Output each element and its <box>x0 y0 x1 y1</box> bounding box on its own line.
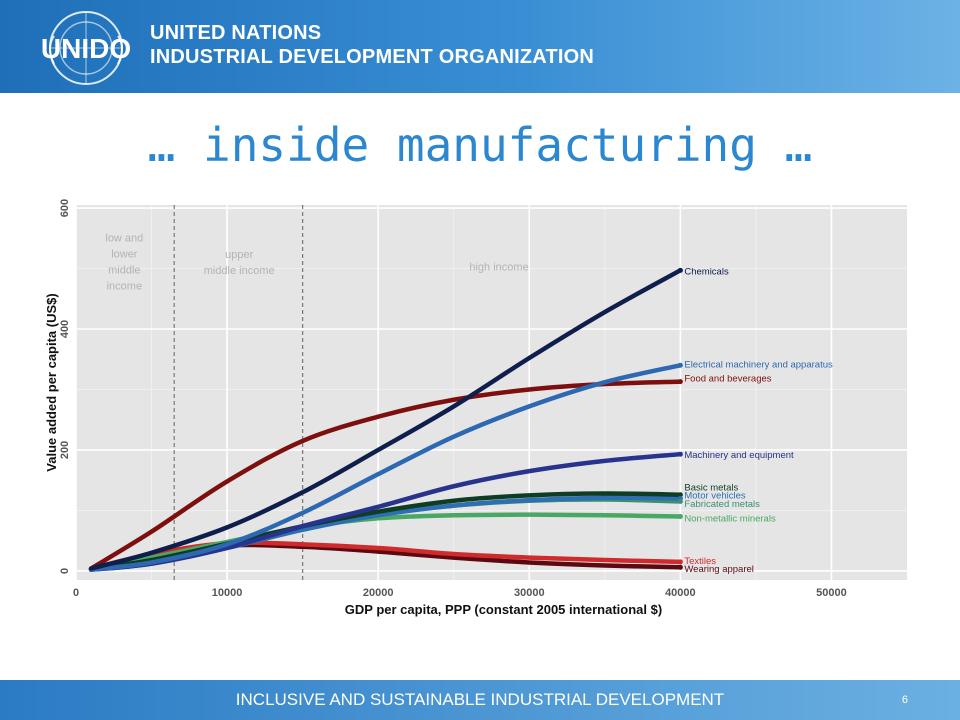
unido-logo: UNIDO <box>41 11 131 85</box>
org-name-line2: INDUSTRIAL DEVELOPMENT ORGANIZATION <box>150 46 595 68</box>
series-endpoint <box>677 513 683 519</box>
series-endpoint <box>677 379 683 385</box>
series-line <box>88 491 683 572</box>
region-label: income <box>107 280 142 292</box>
footer-banner: INCLUSIVE AND SUSTAINABLE INDUSTRIAL DEV… <box>0 680 960 720</box>
series-label: Non-metallic minerals <box>684 514 776 525</box>
series-label: Fabricated metals <box>684 499 760 510</box>
org-name-line1: UNITED NATIONS <box>150 22 322 44</box>
header-banner: UNIDO UNITED NATIONS INDUSTRIAL DEVELOPM… <box>0 0 960 93</box>
series-label: Wearing apparel <box>684 564 754 575</box>
series-label: Basic metals <box>684 482 738 493</box>
series-line <box>88 540 683 571</box>
region-label: low and <box>105 232 143 244</box>
y-axis-title: Value added per capita (US$) <box>44 293 59 471</box>
region-label: middle <box>108 264 140 276</box>
x-tick-label: 30000 <box>514 587 545 599</box>
series-endpoint <box>677 564 683 570</box>
page-number: 6 <box>901 694 908 706</box>
series-label: Machinery and equipment <box>684 450 794 461</box>
series-line <box>88 363 683 572</box>
y-tick-label: 400 <box>59 320 71 338</box>
series-line <box>88 379 683 571</box>
region-label: high income <box>469 261 528 273</box>
line-chart: 0 10000 20000 30000 40000 50000 0 200 400 600 low … <box>44 199 907 617</box>
region-label: middle income <box>204 265 275 277</box>
x-tick-label: 10000 <box>212 587 243 599</box>
series-label: Textiles <box>684 556 716 567</box>
x-tick-label: 20000 <box>363 587 394 599</box>
series-endpoint <box>677 451 683 457</box>
y-tick-label: 0 <box>59 568 71 574</box>
series-endpoint <box>677 559 683 565</box>
slide-title: … inside manufacturing … <box>147 118 813 172</box>
x-axis-title: GDP per capita, PPP (constant 2005 inter… <box>345 602 662 617</box>
series-line <box>88 268 683 571</box>
x-tick-label: 50000 <box>816 587 847 599</box>
series-label: Motor vehicles <box>684 491 745 502</box>
x-tick-label: 0 <box>73 587 79 599</box>
series-label: Chemicals <box>684 266 729 277</box>
y-tick-label: 200 <box>59 441 71 459</box>
x-tick-label: 40000 <box>665 587 696 599</box>
series-endpoint <box>677 362 683 368</box>
footer-text: INCLUSIVE AND SUSTAINABLE INDUSTRIAL DEV… <box>235 690 725 709</box>
y-tick-label: 600 <box>59 199 71 217</box>
series-endpoint <box>677 267 683 273</box>
series-endpoint <box>677 498 683 504</box>
region-label: lower <box>111 248 138 260</box>
series-endpoint <box>677 492 683 498</box>
series-label: Food and beverages <box>684 373 771 384</box>
region-label: upper <box>225 249 253 261</box>
logo-text: UNIDO <box>41 33 131 64</box>
series-label: Electrical machinery and apparatus <box>684 359 833 370</box>
series-line <box>88 512 683 572</box>
